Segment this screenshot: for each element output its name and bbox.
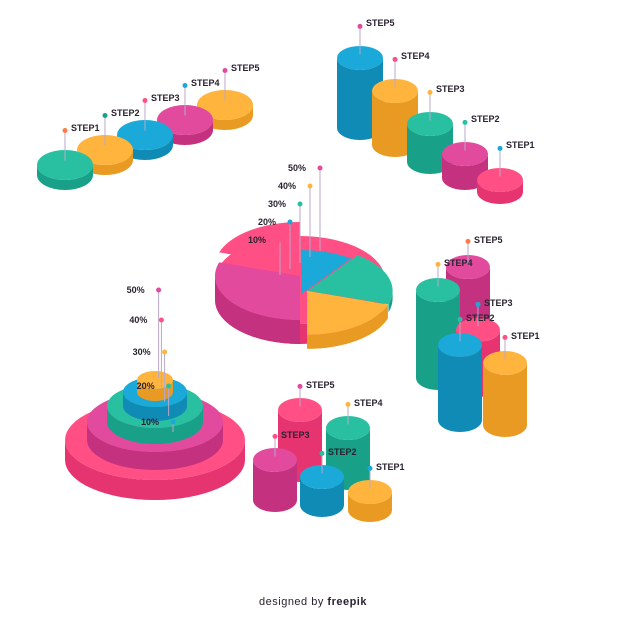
svg-text:40%: 40% — [129, 315, 147, 325]
svg-text:STEP4: STEP4 — [401, 51, 430, 61]
svg-text:STEP1: STEP1 — [506, 140, 535, 150]
svg-text:10%: 10% — [248, 235, 266, 245]
cylinder — [438, 333, 482, 432]
svg-text:STEP1: STEP1 — [511, 331, 540, 341]
chart-svg: STEP1 STEP2 STEP3 STEP4 STEP5 STEP1 STEP… — [0, 0, 626, 626]
svg-text:STEP2: STEP2 — [471, 114, 500, 124]
svg-text:STEP1: STEP1 — [376, 462, 405, 472]
svg-text:30%: 30% — [268, 199, 286, 209]
svg-text:STEP3: STEP3 — [281, 430, 310, 440]
svg-text:STEP3: STEP3 — [151, 93, 180, 103]
svg-text:40%: 40% — [278, 181, 296, 191]
svg-text:STEP5: STEP5 — [474, 235, 503, 245]
svg-text:STEP2: STEP2 — [328, 447, 357, 457]
cylinder — [253, 448, 297, 512]
svg-text:20%: 20% — [137, 381, 155, 391]
svg-text:STEP4: STEP4 — [354, 398, 383, 408]
svg-text:50%: 50% — [127, 285, 145, 295]
credit-prefix: designed by — [259, 596, 327, 608]
svg-text:STEP4: STEP4 — [191, 78, 220, 88]
svg-text:STEP2: STEP2 — [111, 108, 140, 118]
svg-text:10%: 10% — [141, 417, 159, 427]
svg-text:STEP2: STEP2 — [466, 313, 495, 323]
svg-text:20%: 20% — [258, 217, 276, 227]
infographic-stage: STEP1 STEP2 STEP3 STEP4 STEP5 STEP1 STEP… — [0, 0, 626, 626]
svg-text:STEP1: STEP1 — [71, 123, 100, 133]
svg-text:STEP3: STEP3 — [484, 298, 513, 308]
svg-text:STEP5: STEP5 — [366, 18, 395, 28]
svg-text:STEP3: STEP3 — [436, 84, 465, 94]
svg-text:STEP5: STEP5 — [231, 63, 260, 73]
cylinder — [483, 351, 527, 437]
svg-text:50%: 50% — [288, 163, 306, 173]
svg-text:STEP5: STEP5 — [306, 380, 335, 390]
attribution-text: designed by freepik — [0, 596, 626, 608]
svg-text:30%: 30% — [133, 347, 151, 357]
credit-brand: freepik — [327, 596, 367, 608]
